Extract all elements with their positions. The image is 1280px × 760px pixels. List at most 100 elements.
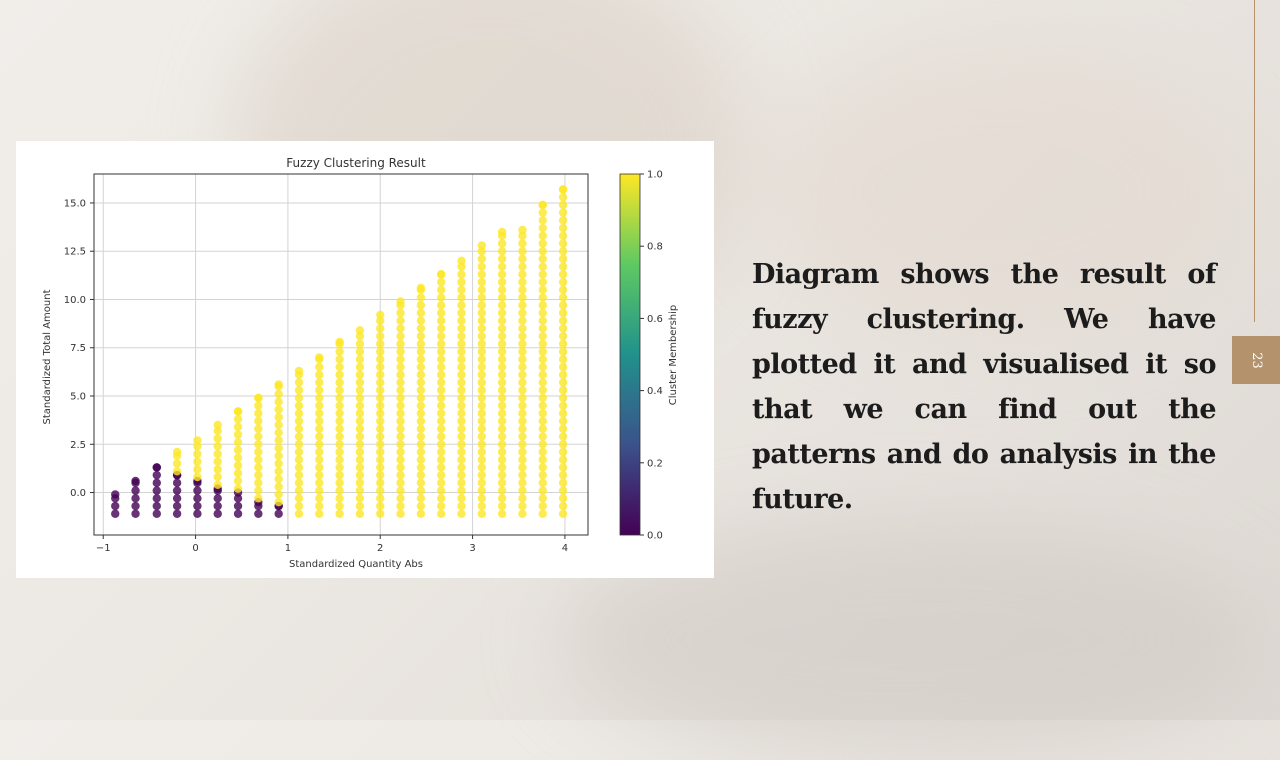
- data-point: [436, 355, 446, 364]
- data-point: [497, 347, 507, 356]
- data-point: [558, 470, 568, 480]
- data-point: [294, 509, 304, 518]
- data-point: [193, 509, 202, 518]
- data-point: [294, 401, 304, 410]
- data-point: [335, 501, 344, 511]
- data-point: [355, 370, 365, 379]
- data-point: [315, 409, 324, 418]
- data-point: [497, 370, 507, 379]
- data-point: [315, 353, 324, 362]
- data-point: [254, 416, 263, 426]
- data-point: [457, 277, 466, 287]
- data-point: [416, 362, 426, 372]
- data-point: [457, 463, 466, 472]
- data-point: [518, 239, 527, 248]
- data-point: [315, 501, 324, 511]
- page-number-badge: 23: [1232, 336, 1280, 384]
- data-point: [315, 478, 324, 488]
- colorbar-gradient: [619, 173, 641, 536]
- data-point: [477, 347, 487, 356]
- data-point: [497, 247, 507, 256]
- data-point: [335, 440, 344, 449]
- data-point: [538, 386, 547, 395]
- data-point: [396, 339, 405, 349]
- data-point: [518, 339, 527, 349]
- y-tick-label: 10.0: [64, 295, 86, 306]
- data-point: [518, 401, 527, 410]
- data-point: [294, 440, 304, 449]
- data-point: [558, 293, 568, 302]
- data-point: [436, 509, 446, 518]
- data-point: [558, 463, 568, 472]
- data-point: [416, 301, 426, 310]
- data-point: [396, 486, 405, 495]
- plot-frame: [93, 173, 589, 536]
- data-point: [294, 478, 304, 488]
- data-point: [274, 467, 283, 476]
- data-point: [497, 386, 507, 395]
- data-point: [538, 247, 547, 256]
- data-point: [518, 370, 527, 379]
- data-point: [558, 486, 568, 495]
- data-point: [294, 486, 304, 495]
- data-point: [376, 416, 385, 426]
- data-point: [538, 447, 547, 457]
- data-point: [416, 432, 426, 441]
- data-point: [274, 413, 283, 422]
- data-point: [355, 494, 365, 503]
- data-point: [254, 447, 263, 457]
- data-point: [315, 432, 324, 441]
- background-blur-shape: [760, 40, 1240, 340]
- data-point: [355, 470, 365, 480]
- data-point: [416, 393, 426, 403]
- data-point: [315, 455, 324, 464]
- data-point: [315, 416, 324, 426]
- data-point: [518, 409, 527, 418]
- data-point: [396, 470, 405, 480]
- data-point: [497, 486, 507, 495]
- points-layer: [111, 185, 568, 518]
- data-point: [538, 285, 547, 295]
- data-point: [335, 409, 344, 418]
- data-point: [436, 316, 446, 325]
- data-point: [497, 316, 507, 325]
- data-point: [233, 469, 243, 478]
- data-point: [355, 478, 365, 488]
- data-point: [376, 331, 385, 341]
- data-point: [315, 509, 324, 518]
- data-point: [497, 285, 507, 295]
- data-point: [558, 440, 568, 449]
- data-point: [558, 223, 568, 233]
- data-point: [518, 362, 527, 372]
- data-point: [538, 355, 547, 364]
- data-point: [416, 486, 426, 495]
- data-point: [477, 470, 487, 480]
- data-point: [538, 455, 547, 464]
- data-point: [376, 378, 385, 387]
- data-point: [477, 362, 487, 372]
- data-point: [497, 270, 507, 279]
- data-point: [294, 501, 304, 511]
- data-point: [558, 494, 568, 503]
- data-point: [436, 432, 446, 441]
- data-point: [376, 386, 385, 395]
- data-point: [497, 416, 507, 426]
- data-point: [558, 378, 568, 387]
- data-point: [477, 494, 487, 503]
- data-point: [335, 347, 344, 356]
- data-point: [477, 355, 487, 364]
- data-point: [558, 386, 568, 395]
- x-tick-label: 0: [192, 543, 198, 554]
- data-point: [376, 509, 385, 518]
- data-point: [497, 331, 507, 341]
- data-point: [477, 339, 487, 349]
- data-point: [396, 416, 405, 426]
- data-point: [538, 409, 547, 418]
- data-point: [254, 509, 263, 518]
- data-point: [396, 316, 405, 325]
- data-point: [558, 509, 568, 518]
- data-point: [213, 501, 222, 511]
- data-point: [213, 441, 222, 451]
- data-point: [538, 501, 547, 511]
- data-point: [518, 231, 527, 240]
